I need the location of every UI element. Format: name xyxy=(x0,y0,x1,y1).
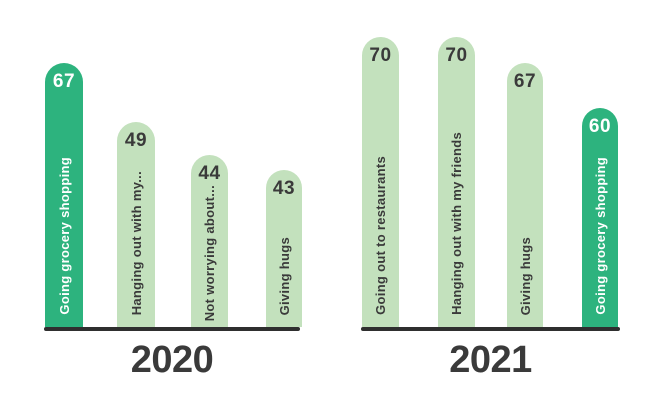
bar-value: 67 xyxy=(52,71,76,92)
bar-value: 67 xyxy=(513,71,537,92)
year-label-2021: 2021 xyxy=(449,339,532,381)
bar-2021-giving-hugs: 67 Giving hugs xyxy=(507,63,543,327)
bar-value: 44 xyxy=(198,163,221,184)
bar-value: 60 xyxy=(588,116,612,137)
bar-2021-going-out-restaurants: 70 Going out to restaurants xyxy=(362,37,399,327)
bar-2020-going-grocery-shopping: 67 Going grocery shopping xyxy=(45,63,83,327)
bar-2020-hanging-out: 49 Hanging out with my... xyxy=(117,122,155,327)
bar-label: Giving hugs xyxy=(517,236,533,315)
year-label-2020: 2020 xyxy=(130,339,214,381)
bar-value: 49 xyxy=(124,130,148,151)
bar-value: 70 xyxy=(445,45,468,66)
x-axis-line-2021 xyxy=(361,327,620,331)
bar-value: 43 xyxy=(272,178,296,199)
bar-2021-going-grocery-shopping: 60 Going grocery shopping xyxy=(582,108,618,327)
bar-label: Hanging out with my friends xyxy=(449,132,464,315)
bar-2020-giving-hugs: 43 Giving hugs xyxy=(266,170,302,327)
bar-label: Giving hugs xyxy=(276,236,292,315)
bar-value: 70 xyxy=(369,45,392,66)
bar-label: Not worrying about... xyxy=(202,184,217,322)
bar-2020-not-worrying: 44 Not worrying about... xyxy=(191,155,228,327)
bar-label: Going grocery shopping xyxy=(56,157,72,315)
bar-label: Hanging out with my... xyxy=(128,170,144,315)
bar-label: Going out to restaurants xyxy=(373,156,388,315)
x-axis-line-2020 xyxy=(44,327,300,331)
bar-label: Going grocery shopping xyxy=(592,157,608,315)
bar-2021-hanging-out-friends: 70 Hanging out with my friends xyxy=(438,37,475,327)
